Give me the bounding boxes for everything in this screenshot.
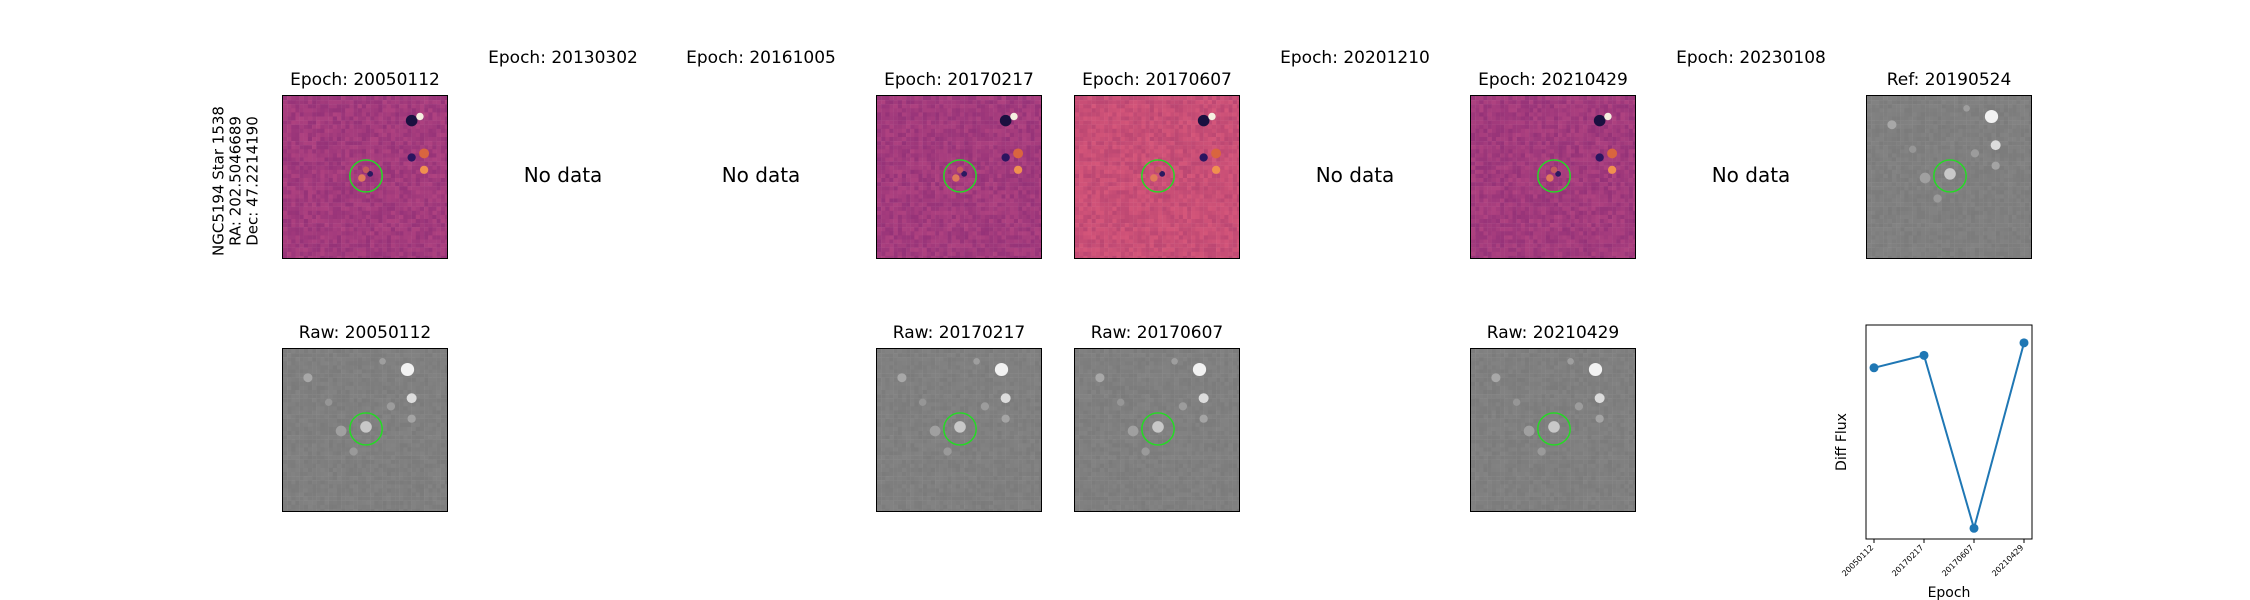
x-axis-label: Epoch <box>1928 585 1971 600</box>
data-point <box>2019 338 2029 348</box>
target-circle <box>1537 159 1571 193</box>
target-circle <box>1933 159 1967 193</box>
raw-image <box>1470 348 1636 512</box>
object-label: NGC5194 Star 1538 RA: 202.5046689 Dec: 4… <box>209 106 262 256</box>
panel-title: Epoch: 20170217 <box>884 70 1034 90</box>
target-circle <box>1537 412 1571 446</box>
data-point <box>1919 350 1929 360</box>
data-point <box>1869 363 1879 373</box>
target-circle <box>943 159 977 193</box>
difference-image <box>876 95 1042 259</box>
data-point <box>1969 523 1979 533</box>
target-circle <box>943 412 977 446</box>
x-tick-label: 20050112 <box>1840 543 1875 578</box>
panel-title: Epoch: 20230108 <box>1676 48 1826 68</box>
object-name: NGC5194 Star 1538 <box>209 106 228 256</box>
raw-image <box>282 348 448 512</box>
raw-image <box>876 348 1042 512</box>
panel-title: Epoch: 20210429 <box>1478 70 1628 90</box>
target-circle <box>349 159 383 193</box>
no-data-label: No data <box>1315 163 1395 187</box>
x-tick-label: 20170217 <box>1890 543 1925 578</box>
panel-title: Epoch: 20170607 <box>1082 70 1232 90</box>
target-circle <box>1141 159 1175 193</box>
panel-title: Ref: 20190524 <box>1886 70 2012 90</box>
series-line <box>1873 342 2025 533</box>
raw-image <box>1074 348 1240 512</box>
plot-frame <box>1865 324 2033 540</box>
y-axis-label: Diff Flux <box>1834 413 1850 471</box>
no-data-label: No data <box>523 163 603 187</box>
object-ra: RA: 202.5046689 <box>226 116 245 246</box>
target-circle <box>1141 412 1175 446</box>
panel-title: Epoch: 20201210 <box>1280 48 1430 68</box>
difference-image <box>1470 95 1636 259</box>
light-curve-chart: 20050112 20170217 20170607 20210429 Epoch Dif… <box>1834 324 2033 600</box>
panel-title: Epoch: 20050112 <box>290 70 440 90</box>
object-dec: Dec: 47.2214190 <box>243 116 262 246</box>
no-data-label: No data <box>1711 163 1791 187</box>
reference-image <box>1866 95 2032 259</box>
difference-image <box>1074 95 1240 259</box>
difference-image <box>282 95 448 259</box>
x-tick-label: 20170607 <box>1940 543 1975 578</box>
no-data-label: No data <box>721 163 801 187</box>
raw-panel-title: Raw: 20210429 <box>1486 323 1620 343</box>
object-label-text: NGC5194 Star 1538 RA: 202.5046689 Dec: 4… <box>209 106 262 256</box>
target-circle <box>349 412 383 446</box>
raw-panel-title: Raw: 20170607 <box>1090 323 1224 343</box>
panel-title: Epoch: 20130302 <box>488 48 638 68</box>
raw-panel-title: Raw: 20050112 <box>298 323 432 343</box>
panel-title: Epoch: 20161005 <box>686 48 836 68</box>
x-tick-label: 20210429 <box>1990 543 2025 578</box>
raw-panel-title: Raw: 20170217 <box>892 323 1026 343</box>
